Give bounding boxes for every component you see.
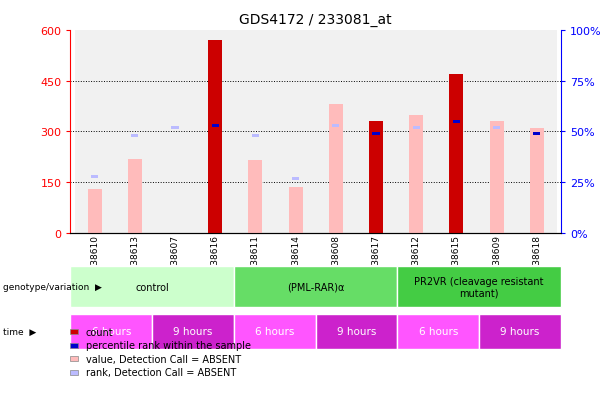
Bar — [275, 31, 316, 233]
Bar — [449, 75, 463, 233]
Bar — [88, 190, 102, 233]
Text: (PML-RAR)α: (PML-RAR)α — [287, 282, 345, 292]
Bar — [248, 161, 262, 233]
Bar — [413, 127, 420, 130]
Bar — [289, 188, 303, 233]
Bar — [329, 105, 343, 233]
Bar — [252, 135, 259, 138]
Bar — [155, 31, 195, 233]
Bar — [292, 177, 299, 180]
Text: 6 hours: 6 hours — [255, 326, 294, 337]
Text: control: control — [135, 282, 169, 292]
Bar — [115, 31, 155, 233]
Bar — [409, 115, 423, 233]
Text: 9 hours: 9 hours — [173, 326, 213, 337]
Text: 6 hours: 6 hours — [92, 326, 131, 337]
Text: count: count — [86, 327, 113, 337]
Text: PR2VR (cleavage resistant
mutant): PR2VR (cleavage resistant mutant) — [414, 276, 544, 298]
Bar — [75, 31, 115, 233]
Text: rank, Detection Call = ABSENT: rank, Detection Call = ABSENT — [86, 368, 236, 377]
Title: GDS4172 / 233081_at: GDS4172 / 233081_at — [240, 13, 392, 27]
Bar — [493, 127, 500, 130]
Bar — [517, 31, 557, 233]
Bar — [356, 31, 396, 233]
Text: value, Detection Call = ABSENT: value, Detection Call = ABSENT — [86, 354, 241, 364]
Bar — [208, 41, 223, 233]
Text: 9 hours: 9 hours — [337, 326, 376, 337]
Bar — [396, 31, 436, 233]
Bar — [372, 133, 379, 136]
Bar — [172, 127, 178, 130]
Bar — [453, 121, 460, 123]
Bar — [369, 122, 383, 233]
Bar — [476, 31, 517, 233]
Bar — [533, 133, 541, 136]
Text: time  ▶: time ▶ — [3, 327, 36, 336]
Bar — [490, 122, 504, 233]
Bar — [436, 31, 476, 233]
Bar — [211, 125, 219, 128]
Text: 6 hours: 6 hours — [419, 326, 458, 337]
Bar — [316, 31, 356, 233]
Bar — [128, 159, 142, 233]
Text: 9 hours: 9 hours — [500, 326, 539, 337]
Bar — [235, 31, 275, 233]
Bar — [332, 125, 340, 128]
Bar — [91, 175, 98, 178]
Bar — [530, 129, 544, 233]
Text: percentile rank within the sample: percentile rank within the sample — [86, 340, 251, 350]
Text: genotype/variation  ▶: genotype/variation ▶ — [3, 282, 102, 292]
Bar — [195, 31, 235, 233]
Bar — [131, 135, 139, 138]
